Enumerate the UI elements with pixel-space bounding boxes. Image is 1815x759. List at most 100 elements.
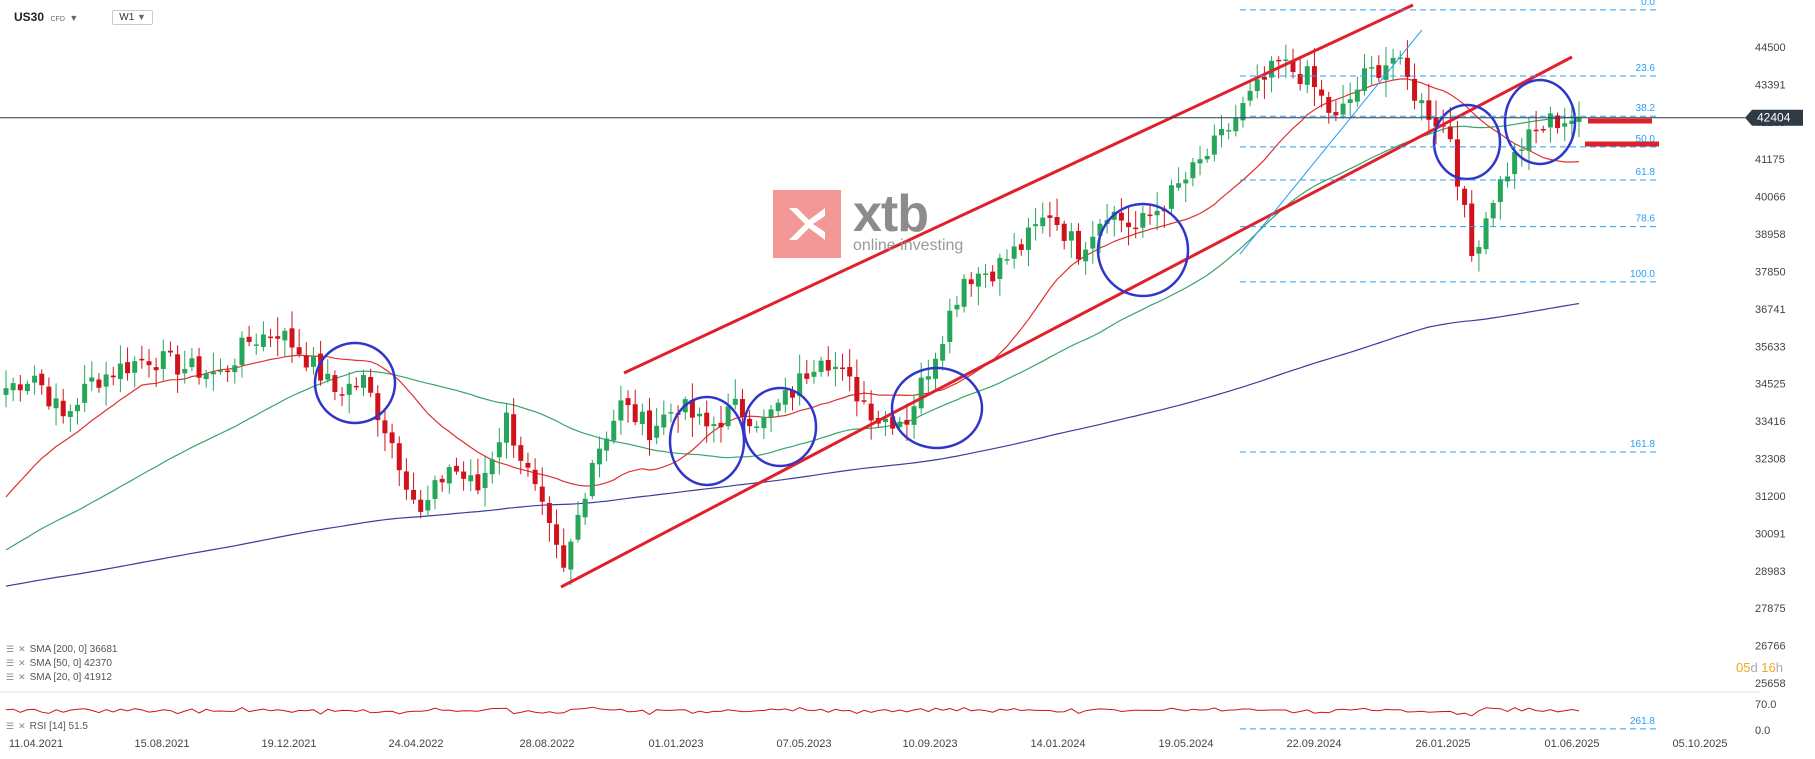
candle-body [32,375,38,383]
candle [775,398,781,417]
candle [196,347,202,385]
candle-body [496,442,502,458]
candle [654,408,660,445]
candle [39,369,45,395]
candle-body [611,420,617,441]
candle-body [1433,117,1439,127]
fib-level-label: 0.0 [1641,0,1655,8]
candle-body [268,336,274,339]
candle-body [968,279,974,285]
fibonacci-retracement[interactable]: 0.0 23.6 38.2 50.0 61.8 78.6 100.0 161.8 261.8 [1240,0,1660,730]
time-tick-label: 24.04.2022 [388,738,443,750]
candle [1576,101,1582,138]
candle-body [1240,102,1246,121]
symbol-selector[interactable]: US30 CFD ▼ [14,8,78,26]
candle [1126,206,1132,246]
candle-body [1497,179,1503,202]
legend-rsi[interactable]: ☰ ✕ RSI [14] 51.5 [6,721,88,732]
sma50-line [5,116,1580,551]
candle [968,272,974,297]
candle-body [218,370,223,372]
candle-body [139,358,145,361]
candle [1569,103,1575,140]
candle [446,464,452,494]
fib-level-label: 261.8 [1630,716,1655,727]
settings-icon[interactable]: ☰ [6,644,15,654]
candle [596,436,602,478]
rsi-tick-label: 70.0 [1755,699,1776,711]
time-tick-label: 22.09.2024 [1286,738,1341,750]
brand-tagline: online investing [853,237,964,254]
candle [1376,55,1382,82]
candle [525,452,531,477]
candle-body [1555,115,1561,129]
candle [804,359,810,385]
candle-body [239,337,245,365]
candle-body [1319,89,1325,96]
candle-body [411,489,417,500]
candle [382,408,388,451]
fib-anchor-line [1239,29,1423,255]
settings-icon[interactable]: ☰ [6,658,15,668]
candle-body [797,373,803,396]
price-tick-label: 27875 [1755,603,1786,615]
candle-body [389,432,395,444]
close-icon[interactable]: ✕ [18,658,26,668]
legend-sma20[interactable]: ☰ ✕ SMA [20, 0] 41912 [6,672,112,683]
legend-sma200[interactable]: ☰ ✕ SMA [200, 0] 36681 [6,644,117,655]
candle [1519,137,1525,167]
candle [589,460,595,500]
candle-body [1183,179,1189,184]
candle-body [782,390,788,405]
candle [575,501,581,543]
candle-body [918,377,924,409]
candle-body [732,398,738,405]
candle-body [625,398,631,406]
candle-body [1097,223,1103,236]
candle-countdown: 05d 16h [1736,660,1783,675]
candle-body [425,500,431,511]
close-icon[interactable]: ✕ [18,672,26,682]
candle-body [1211,135,1217,155]
candle-body [1176,183,1182,188]
candle [75,398,80,425]
candle [1111,205,1117,237]
candle [761,409,767,440]
candle [346,372,352,414]
candle-body [282,330,288,341]
candle-body [82,383,88,403]
close-icon[interactable]: ✕ [18,721,26,731]
candle-body [775,402,781,412]
candle-body [1126,222,1132,228]
settings-icon[interactable]: ☰ [6,721,15,731]
candle [904,403,910,441]
close-icon[interactable]: ✕ [18,644,26,654]
candle [1054,198,1060,231]
drawing-overlays[interactable] [313,3,1659,589]
candle-body [17,384,23,391]
price-tick-label: 37850 [1755,266,1786,278]
candle-body [439,478,445,483]
candle [275,317,281,357]
candle-body [1018,244,1024,250]
sma20-line [5,78,1580,498]
legend-sma50[interactable]: ☰ ✕ SMA [50, 0] 42370 [6,658,112,669]
candle [139,345,145,369]
candle [353,377,359,391]
candle [146,349,152,378]
time-tick-label: 01.01.2023 [648,738,703,750]
candle [203,370,209,388]
candle-body [418,499,424,512]
settings-icon[interactable]: ☰ [6,672,15,682]
candle-body [1340,103,1346,115]
candle-body [375,393,381,421]
candle-body [1061,223,1067,241]
candle [1347,82,1353,116]
timeframe-selector[interactable]: W1 ▼ [112,9,153,25]
candle [325,359,331,383]
highlight-circle [1432,103,1502,181]
rsi-line [5,706,1580,717]
candle-body [961,278,967,307]
candle [704,400,710,443]
